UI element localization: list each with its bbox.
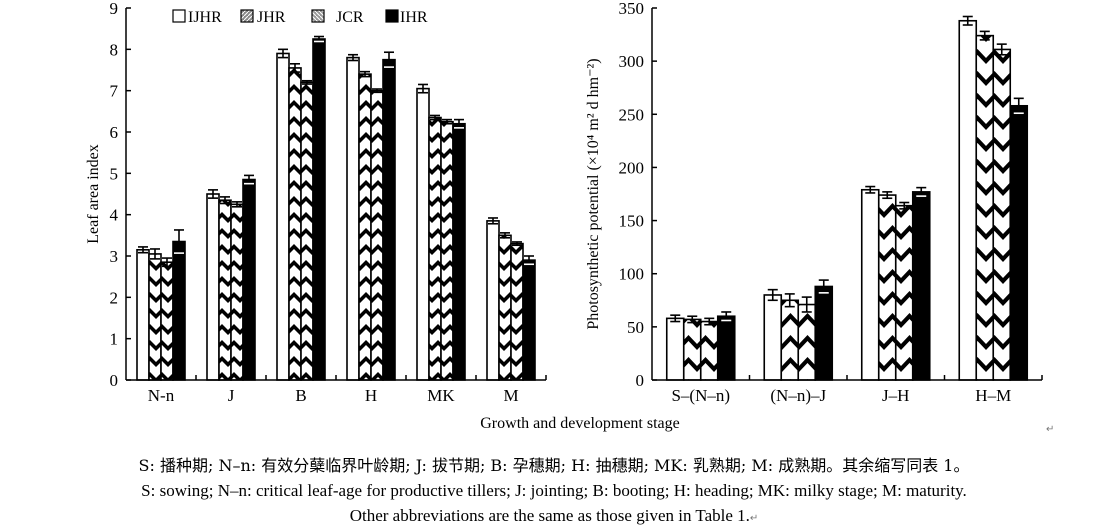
x-tick-label-right-1: (N–n)–J [770,386,826,405]
photosynthetic-potential-chart: S–(N–n) (N–n)–J J–H H–M 0 50 100 150 200 250 300 35… [585,0,1043,405]
bar-right-ijhr-2 [860,188,880,381]
caption-english-line2-text: Other abbreviations are the same as thos… [349,506,750,525]
y-tick-label-left-7: 7 [110,82,119,101]
y-tick-label-left-5: 5 [110,164,119,183]
legend-label-jcr: JCR [336,9,364,26]
x-tick-label-right-3: H–M [975,386,1011,405]
left-bars [136,35,536,381]
y-tick-label-right-4: 200 [619,158,645,177]
legend-label-ijhr: IJHR [188,9,222,26]
bar-left-jhr-4 [428,116,442,381]
legend-swatch-ihr [385,9,399,23]
y-tick-label-right-5: 250 [619,105,645,124]
right-axes: S–(N–n) (N–n)–J J–H H–M 0 50 100 150 200 250 300 35… [619,0,1043,405]
bar-right-ihr-1 [814,285,834,381]
legend-swatch-ijhr [172,9,186,23]
bar-left-ijhr-2 [276,52,290,381]
caption-chinese: S: 播种期; N–n: 有效分蘖临界叶龄期; J: 拔节期; B: 孕穗期; … [138,456,970,475]
legend-label-jhr: JHR [257,9,286,26]
legend-swatch-jhr [240,9,254,23]
y-tick-label-left-4: 4 [110,206,119,225]
legend-swatch-jcr [311,9,325,23]
leaf-area-index-chart: N-n J B H MK M 0 1 2 3 4 5 6 7 8 9 Leaf area index IJHR… [85,0,547,405]
x-tick-label-left-5: M [503,386,518,405]
bar-right-ijhr-0 [665,317,685,381]
y-tick-label-right-7: 350 [619,0,645,18]
y-tick-label-right-1: 50 [627,318,644,337]
caption-english-line2: Other abbreviations are the same as thos… [0,506,1108,526]
x-axis-title: Growth and development stage [480,415,680,432]
bar-left-jcr-3 [370,89,384,381]
bar-right-jhr-0 [682,318,702,381]
bar-left-jcr-0 [160,261,174,381]
y-tick-label-left-8: 8 [110,40,119,59]
bar-right-jhr-1 [780,299,800,381]
bar-left-ijhr-5 [486,220,500,381]
bar-left-jhr-3 [358,73,372,381]
y-tick-label-left-0: 0 [110,371,119,390]
x-tick-label-left-4: MK [427,386,455,405]
bar-right-jcr-3 [992,48,1012,381]
figure: N-n J B H MK M 0 1 2 3 4 5 6 7 8 9 Leaf area index IJHR… [85,0,1054,435]
bar-left-ijhr-1 [206,193,220,381]
bar-right-jcr-0 [699,320,719,381]
legend-label-ihr: IHR [400,9,428,26]
y-axis-title-left: Leaf area index [85,144,102,243]
bar-right-ihr-0 [716,315,736,381]
x-tick-label-left-0: N-n [148,386,175,405]
y-tick-label-left-3: 3 [110,247,119,266]
bar-right-jcr-1 [797,303,817,381]
bar-right-jcr-2 [894,204,914,381]
bar-left-ihr-5 [522,259,536,381]
bar-left-ijhr-0 [136,249,150,381]
bar-left-ihr-1 [242,178,256,381]
y-tick-label-right-3: 150 [619,212,645,231]
x-tick-label-left-2: B [295,386,306,405]
bar-right-jhr-3 [975,34,995,381]
bar-left-jhr-5 [498,234,512,381]
y-axis-title-right-text: Photosynthetic potential (×10⁴ m² d hm⁻²… [585,58,602,329]
y-tick-label-left-9: 9 [110,0,119,18]
bar-left-jcr-1 [230,203,244,381]
y-tick-label-right-6: 300 [619,52,645,71]
bar-left-ihr-4 [452,122,466,381]
bar-right-ihr-3 [1009,104,1029,381]
bar-left-ihr-3 [382,58,396,381]
bar-right-jhr-2 [877,194,897,381]
x-tick-label-right-2: J–H [882,386,909,405]
bar-left-ijhr-3 [346,56,360,381]
bar-left-jcr-5 [510,242,524,381]
right-bars [665,15,1029,381]
bar-left-jhr-2 [288,67,302,381]
bar-left-jhr-0 [148,253,162,381]
bar-left-jhr-1 [218,199,232,381]
y-tick-label-left-1: 1 [110,330,119,349]
x-tick-label-left-3: H [365,386,377,405]
bar-left-ijhr-4 [416,87,430,381]
legend: IJHR JHR JCR IHR [172,9,428,26]
bar-right-ijhr-3 [958,19,978,381]
x-tick-label-right-0: S–(N–n) [671,386,730,405]
bar-left-ihr-2 [312,38,326,381]
bar-left-ihr-0 [172,240,186,381]
bar-right-ijhr-1 [763,294,783,381]
y-tick-label-left-6: 6 [110,123,119,142]
bar-right-ihr-2 [911,191,931,381]
bar-left-jcr-2 [300,81,314,381]
caption-english-line1: S: sowing; N–n: critical leaf-age for pr… [141,481,967,500]
x-tick-label-left-1: J [228,386,235,405]
bar-left-jcr-4 [440,120,454,381]
return-mark: ↵ [1046,424,1054,435]
y-tick-label-right-2: 100 [619,265,645,284]
y-tick-label-left-2: 2 [110,288,119,307]
y-tick-label-right-0: 0 [636,371,645,390]
left-axes: N-n J B H MK M 0 1 2 3 4 5 6 7 8 9 [110,0,547,405]
y-axis-title-right: Photosynthetic potential (×10⁴ m² d hm⁻²… [585,58,602,329]
caption-return-mark: ↵ [749,513,759,524]
